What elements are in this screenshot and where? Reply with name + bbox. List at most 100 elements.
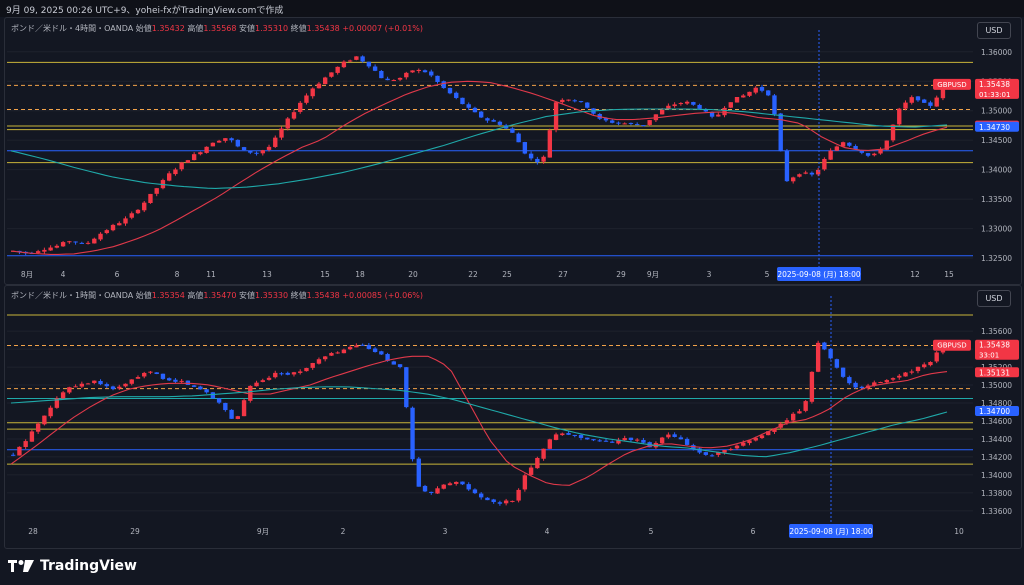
price-label-value: 1.35131 bbox=[979, 368, 1010, 377]
candle-body bbox=[909, 371, 914, 373]
candle-body bbox=[684, 438, 690, 445]
candle-body bbox=[840, 142, 846, 147]
chart-panel-4h[interactable]: ポンド／米ドル・4時間・OANDA 始値1.35432 高値1.35568 安値… bbox=[4, 17, 1022, 285]
candle-body bbox=[310, 88, 315, 97]
x-tick-label: 2 bbox=[341, 527, 346, 536]
candle-body bbox=[29, 431, 35, 442]
x-tick-label: 20 bbox=[408, 270, 418, 279]
price-chart-1h[interactable]: 1.356001.354001.352001.350001.348001.346… bbox=[5, 286, 1021, 548]
price-chart-4h[interactable]: 1.360001.355001.350001.345001.340001.335… bbox=[5, 18, 1021, 284]
candle-body bbox=[441, 81, 446, 89]
price-symbol-tag bbox=[933, 339, 971, 351]
candle-body bbox=[585, 437, 590, 440]
candle-body bbox=[416, 458, 421, 487]
candle-body bbox=[547, 130, 553, 158]
candle-body bbox=[716, 114, 721, 117]
candle-body bbox=[229, 138, 234, 141]
open-value: 1.35432 bbox=[151, 24, 185, 33]
candle-body bbox=[603, 440, 609, 442]
candle-body bbox=[479, 493, 484, 498]
candle-body bbox=[204, 146, 209, 153]
candle-body bbox=[766, 90, 771, 96]
candle-body bbox=[248, 150, 253, 153]
candle-body bbox=[316, 359, 322, 364]
candle-body bbox=[79, 242, 85, 244]
candle-body bbox=[728, 102, 733, 108]
candle-body bbox=[304, 367, 309, 372]
candle-body bbox=[472, 489, 478, 494]
candle-body bbox=[641, 439, 646, 443]
candle-body bbox=[179, 162, 184, 170]
candle-body bbox=[79, 383, 85, 387]
x-tick-label: 9月 bbox=[647, 270, 659, 279]
candle-body bbox=[216, 140, 222, 143]
x-tick-label: 15 bbox=[320, 270, 330, 279]
candle-body bbox=[759, 435, 765, 439]
x-tick-label: 11 bbox=[206, 270, 216, 279]
candle-body bbox=[553, 434, 559, 440]
x-tick-label: 6 bbox=[751, 527, 756, 536]
candle-body bbox=[497, 502, 503, 504]
candle-body bbox=[154, 372, 159, 374]
candle-body bbox=[635, 124, 640, 126]
candle-body bbox=[903, 102, 908, 109]
candle-body bbox=[909, 97, 914, 103]
candle-body bbox=[466, 104, 471, 108]
candle-body bbox=[173, 169, 178, 175]
candle-body bbox=[341, 349, 347, 354]
candle-body bbox=[329, 353, 334, 356]
candle-body bbox=[510, 500, 515, 502]
currency-button[interactable]: USD bbox=[977, 22, 1011, 39]
candle-body bbox=[11, 454, 16, 456]
candle-body bbox=[73, 386, 78, 388]
candle-body bbox=[329, 72, 334, 77]
candle-body bbox=[872, 153, 877, 156]
candle-body bbox=[92, 238, 97, 244]
candle-body bbox=[791, 413, 796, 421]
ohlc-legend: ポンド／米ドル・1時間・OANDA 始値1.35354 高値1.35470 安値… bbox=[11, 291, 423, 300]
x-tick-label: 8 bbox=[175, 270, 180, 279]
candle-body bbox=[191, 154, 197, 161]
candle-body bbox=[734, 445, 740, 449]
candle-body bbox=[266, 377, 272, 380]
y-tick-label: 1.32500 bbox=[981, 254, 1012, 263]
candle-body bbox=[285, 118, 290, 129]
candle-body bbox=[853, 145, 858, 150]
price-symbol-tag bbox=[933, 78, 971, 90]
candle-body bbox=[641, 125, 646, 127]
candle-body bbox=[753, 87, 758, 93]
candle-body bbox=[728, 449, 733, 451]
candle-body bbox=[566, 432, 571, 435]
candle-body bbox=[279, 128, 284, 138]
x-tick-label: 5 bbox=[649, 527, 654, 536]
candle-body bbox=[254, 382, 259, 387]
candle-body bbox=[784, 420, 790, 424]
candle-body bbox=[298, 102, 303, 112]
candle-body bbox=[210, 142, 216, 147]
currency-button[interactable]: USD bbox=[977, 290, 1011, 307]
candle-body bbox=[516, 133, 521, 143]
candle-body bbox=[385, 78, 390, 81]
candle-body bbox=[92, 380, 97, 384]
candle-body bbox=[454, 481, 459, 484]
candle-body bbox=[535, 158, 540, 163]
candle-body bbox=[310, 362, 315, 368]
candle-body bbox=[859, 386, 865, 389]
candle-body bbox=[410, 407, 415, 460]
close-value: 1.35438 bbox=[306, 291, 340, 300]
candle-body bbox=[148, 371, 153, 373]
candle-body bbox=[578, 434, 584, 438]
candle-body bbox=[98, 233, 103, 240]
candle-body bbox=[497, 121, 503, 125]
candle-body bbox=[915, 366, 921, 372]
candle-body bbox=[73, 241, 78, 243]
candle-body bbox=[416, 69, 421, 71]
price-label-box bbox=[975, 339, 1019, 360]
x-tick-label: 18 bbox=[355, 270, 365, 279]
x-tick-label: 8月 bbox=[21, 270, 33, 279]
candle-body bbox=[347, 60, 353, 62]
candle-body bbox=[659, 437, 665, 444]
chart-panel-1h[interactable]: ポンド／米ドル・1時間・OANDA 始値1.35354 高値1.35470 安値… bbox=[4, 285, 1022, 549]
tradingview-logo[interactable]: TradingView bbox=[8, 558, 137, 574]
candle-body bbox=[135, 377, 141, 379]
